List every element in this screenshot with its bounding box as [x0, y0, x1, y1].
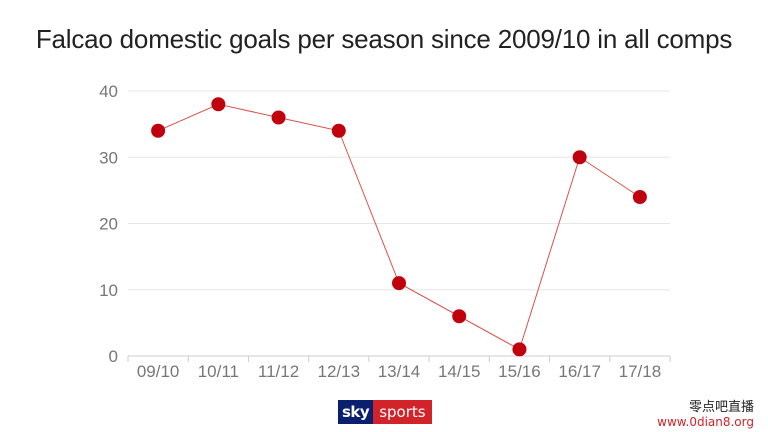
y-axis-ticks: 0 10 20 30 40	[99, 82, 118, 366]
x-tick-label: 14/15	[438, 362, 481, 381]
data-point	[392, 276, 406, 291]
x-tick-label: 09/10	[137, 362, 180, 381]
grid-lines	[128, 90, 670, 291]
logo-sports: sports	[373, 400, 432, 424]
y-tick-label: 10	[99, 281, 118, 300]
x-tick-label: 12/13	[318, 362, 361, 381]
data-point	[211, 97, 226, 112]
sky-sports-logo: sky sports	[338, 400, 432, 424]
data-point	[271, 110, 286, 125]
series-line	[157, 103, 641, 351]
data-point	[572, 150, 587, 165]
x-tick-label: 11/12	[258, 362, 299, 381]
series-goals	[151, 97, 647, 357]
data-point	[331, 123, 346, 138]
logo-sky: sky	[338, 400, 374, 424]
data-point	[512, 342, 527, 357]
x-tick-label: 10/11	[198, 362, 239, 381]
watermark-url: www.0dian8.org	[657, 415, 754, 429]
chart-title: Falcao domestic goals per season since 2…	[35, 24, 733, 54]
data-point	[452, 309, 467, 324]
data-point	[151, 123, 166, 138]
y-tick-label: 20	[99, 215, 118, 234]
watermark: 零点吧直播 www.0dian8.org	[657, 396, 754, 429]
data-point	[632, 190, 647, 204]
y-tick-label: 30	[99, 148, 118, 167]
watermark-chinese: 零点吧直播	[688, 400, 754, 415]
y-tick-label: 0	[109, 347, 118, 366]
x-tick-label: 13/14	[378, 362, 421, 381]
x-axis: 09/10 10/11 11/12 12/13 13/14 14/15 15/16 16/17…	[127, 355, 671, 381]
x-tick-label: 16/17	[558, 362, 601, 381]
x-tick-label: 15/16	[498, 362, 541, 381]
x-tick-label: 17/18	[619, 362, 662, 381]
y-tick-label: 40	[99, 82, 118, 101]
